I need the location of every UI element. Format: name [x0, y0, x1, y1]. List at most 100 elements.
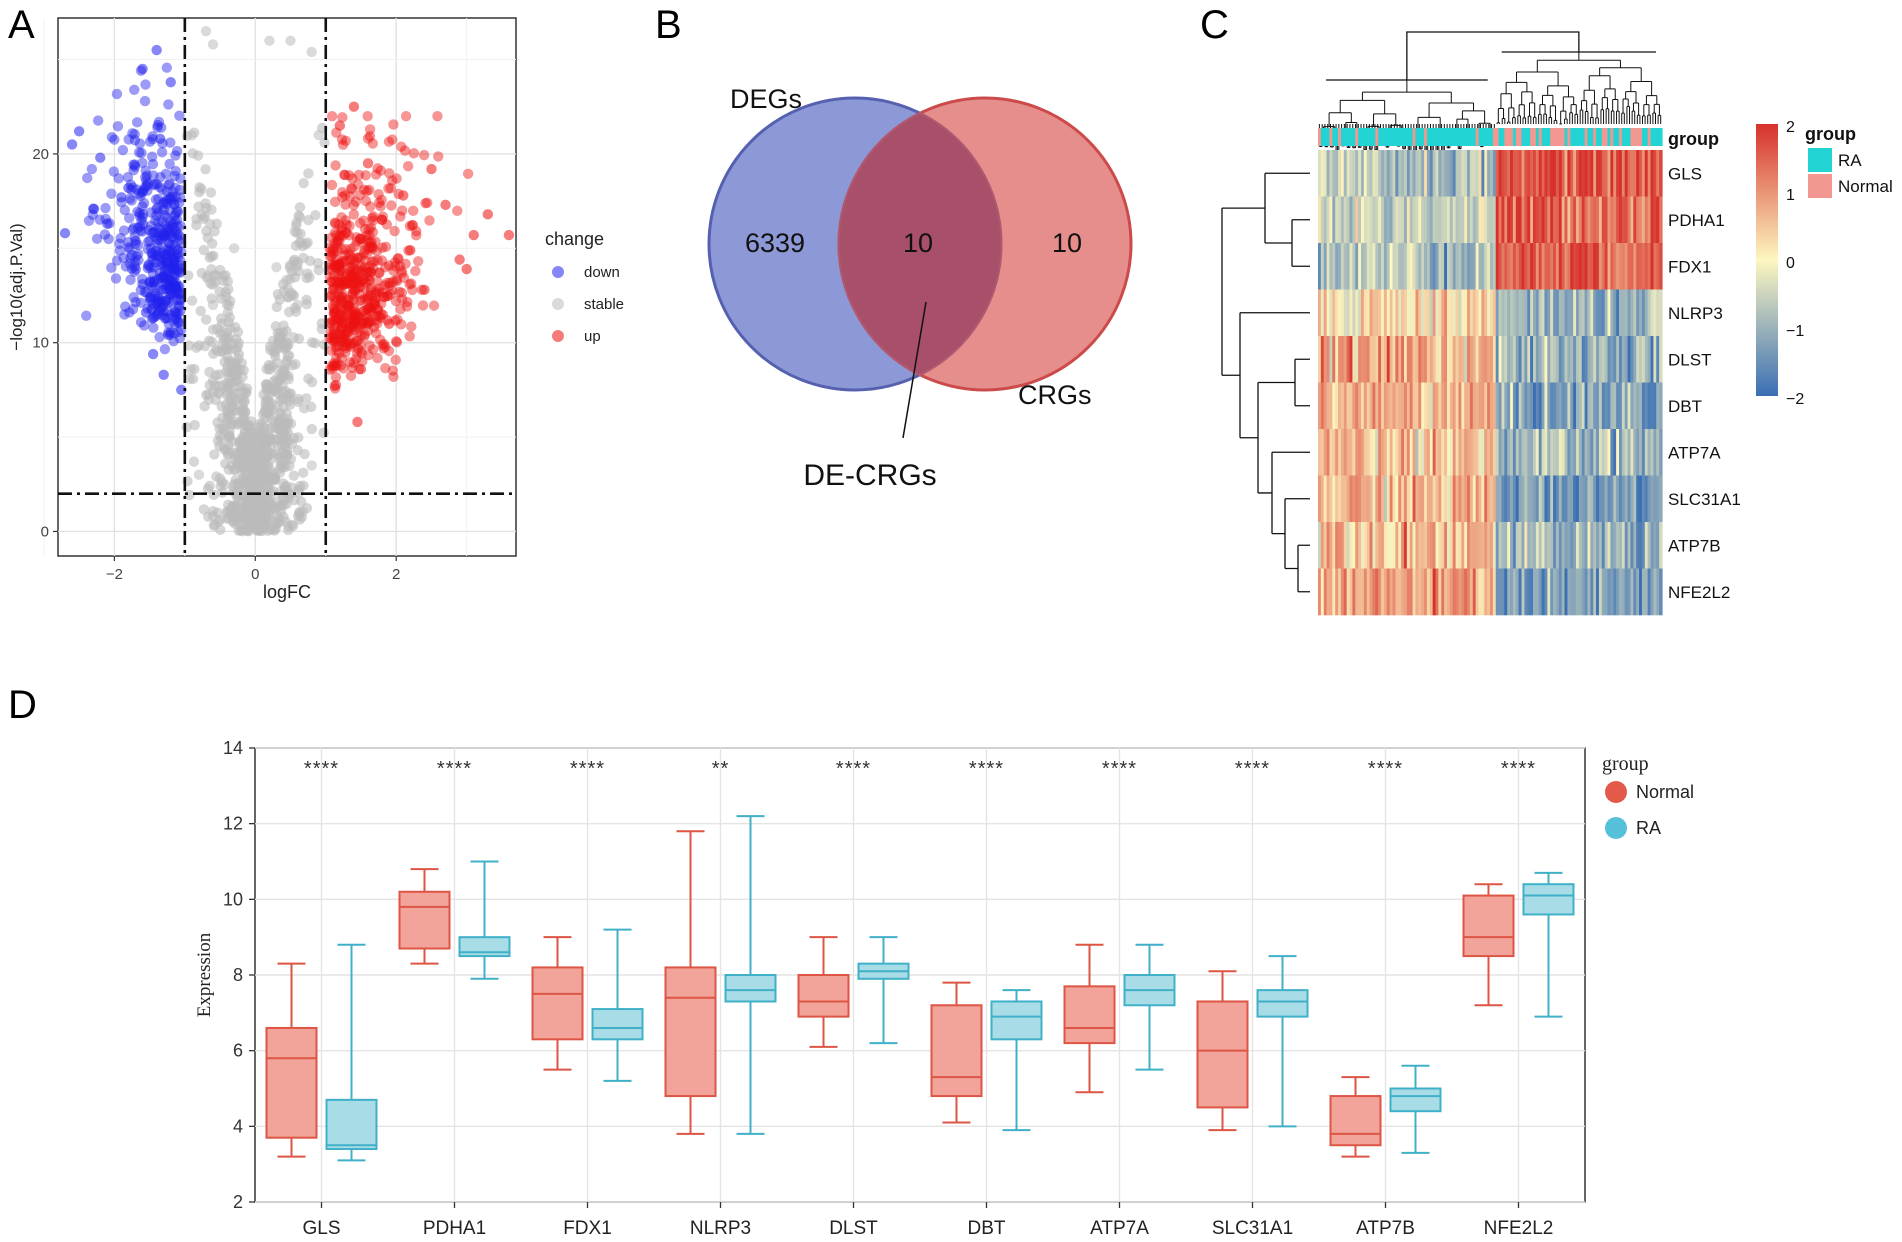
heatmap-cell	[1535, 475, 1540, 523]
volcano-point-down	[120, 301, 131, 312]
heatmap-cell	[1381, 568, 1385, 616]
volcano-point-up	[373, 188, 384, 200]
volcano-point-down	[137, 186, 148, 197]
heatmap-cell	[1641, 243, 1646, 290]
volcano-point-up	[390, 295, 402, 307]
volcano-point-down	[133, 188, 145, 200]
volcano-point-down	[151, 44, 162, 56]
heatmap-cell	[1424, 429, 1428, 476]
heatmap-cell	[1469, 196, 1474, 244]
heatmap-cell	[1596, 568, 1600, 616]
volcano-point-up	[345, 269, 357, 281]
heatmap-cell	[1524, 289, 1528, 337]
heatmap-cell	[1332, 196, 1336, 244]
volcano-point-up	[366, 241, 378, 253]
heatmap-cell	[1601, 522, 1606, 569]
heatmap-cell	[1469, 429, 1474, 476]
volcano-point-up	[374, 334, 386, 346]
volcano-point-up	[343, 248, 354, 259]
heatmap-cell	[1447, 429, 1451, 476]
heatmap-cell	[1607, 429, 1611, 476]
volcano-point-up	[392, 253, 403, 264]
heatmap-cell	[1547, 429, 1551, 476]
volcano-point-up	[361, 234, 373, 245]
heatmap-cell	[1395, 382, 1399, 430]
volcano-point-down	[136, 187, 147, 198]
volcano-point-up	[339, 169, 350, 181]
heatmap-cell	[1484, 196, 1488, 244]
heatmap-cell	[1363, 150, 1368, 197]
heatmap-annotation-cell	[1429, 128, 1434, 146]
volcano-point-down	[160, 196, 171, 208]
heatmap-cell	[1527, 475, 1531, 523]
volcano-point-up	[353, 310, 364, 322]
volcano-point-down	[170, 314, 181, 325]
volcano-point-up	[335, 325, 346, 336]
heatmap-cell	[1398, 196, 1402, 244]
heatmap-cell	[1490, 382, 1494, 430]
volcano-point-up	[351, 236, 362, 247]
volcano-point-down	[170, 269, 181, 281]
volcano-point-stable	[306, 46, 317, 58]
volcano-point-down	[153, 291, 164, 302]
volcano-point-up	[333, 268, 345, 280]
volcano-point-down	[162, 230, 173, 241]
heatmap-cell	[1338, 196, 1342, 244]
volcano-point-stable	[293, 396, 304, 408]
heatmap-cell	[1449, 429, 1454, 476]
volcano-point-up	[378, 291, 390, 303]
heatmap-cell	[1633, 243, 1637, 290]
heatmap-cell	[1340, 475, 1345, 523]
heatmap-annotation-cell	[1464, 128, 1468, 146]
heatmap-cell	[1406, 522, 1411, 569]
heatmap-cell	[1464, 196, 1468, 244]
volcano-point-down	[158, 204, 170, 215]
volcano-point-stable	[291, 220, 302, 231]
volcano-point-up	[367, 241, 378, 253]
heatmap-annotation-cell	[1343, 128, 1348, 146]
volcano-point-up	[336, 222, 348, 233]
heatmap-annotation-cell	[1610, 128, 1614, 146]
heatmap-cell	[1389, 243, 1394, 290]
heatmap-cell	[1650, 568, 1654, 616]
heatmap-cell	[1363, 243, 1368, 290]
volcano-point-stable	[296, 496, 307, 507]
volcano-point-down	[100, 202, 111, 214]
heatmap-cell	[1346, 243, 1351, 290]
volcano-point-up	[391, 337, 403, 348]
heatmap-annotation-cell	[1616, 128, 1620, 146]
heatmap-cell	[1349, 522, 1353, 569]
heatmap-cell	[1567, 475, 1571, 523]
volcano-points	[59, 26, 515, 518]
box-marks: **** **** **** ** **** **** **** **** **** ****	[265, 758, 1575, 1162]
heatmap-cell	[1530, 568, 1534, 616]
volcano-point-stable	[264, 35, 275, 46]
heatmap-cell	[1653, 243, 1657, 290]
heatmap-cell	[1415, 150, 1419, 197]
volcano-point-up	[336, 353, 348, 364]
volcano-point-stable	[304, 255, 316, 267]
heatmap-dendro-branch	[1621, 99, 1625, 114]
volcano-point-up	[364, 230, 375, 241]
heatmap-annotation-cell	[1504, 128, 1508, 146]
heatmap-cell	[1401, 475, 1405, 523]
heatmap-annotation-cell	[1406, 128, 1411, 146]
heatmap-cell	[1401, 243, 1405, 290]
volcano-point-up	[399, 145, 411, 156]
heatmap-cell	[1329, 382, 1333, 430]
heatmap-cell	[1521, 382, 1525, 430]
volcano-point-up	[330, 160, 341, 171]
volcano-point-down	[155, 272, 166, 284]
heatmap-cell	[1604, 568, 1609, 616]
heatmap-cell	[1461, 382, 1465, 430]
heatmap-cell	[1386, 150, 1391, 197]
box-significance: ****	[1501, 758, 1536, 780]
volcano-point-up	[367, 243, 378, 255]
heatmap-cell	[1636, 382, 1640, 430]
heatmap-annotation-cell	[1372, 128, 1376, 146]
venn-diagram: DEGs CRGs 6339 10 10 DE-CRGs	[707, 84, 1133, 492]
volcano-point-down	[174, 300, 185, 311]
volcano-point-up	[365, 266, 376, 277]
volcano-point-down	[142, 178, 153, 189]
